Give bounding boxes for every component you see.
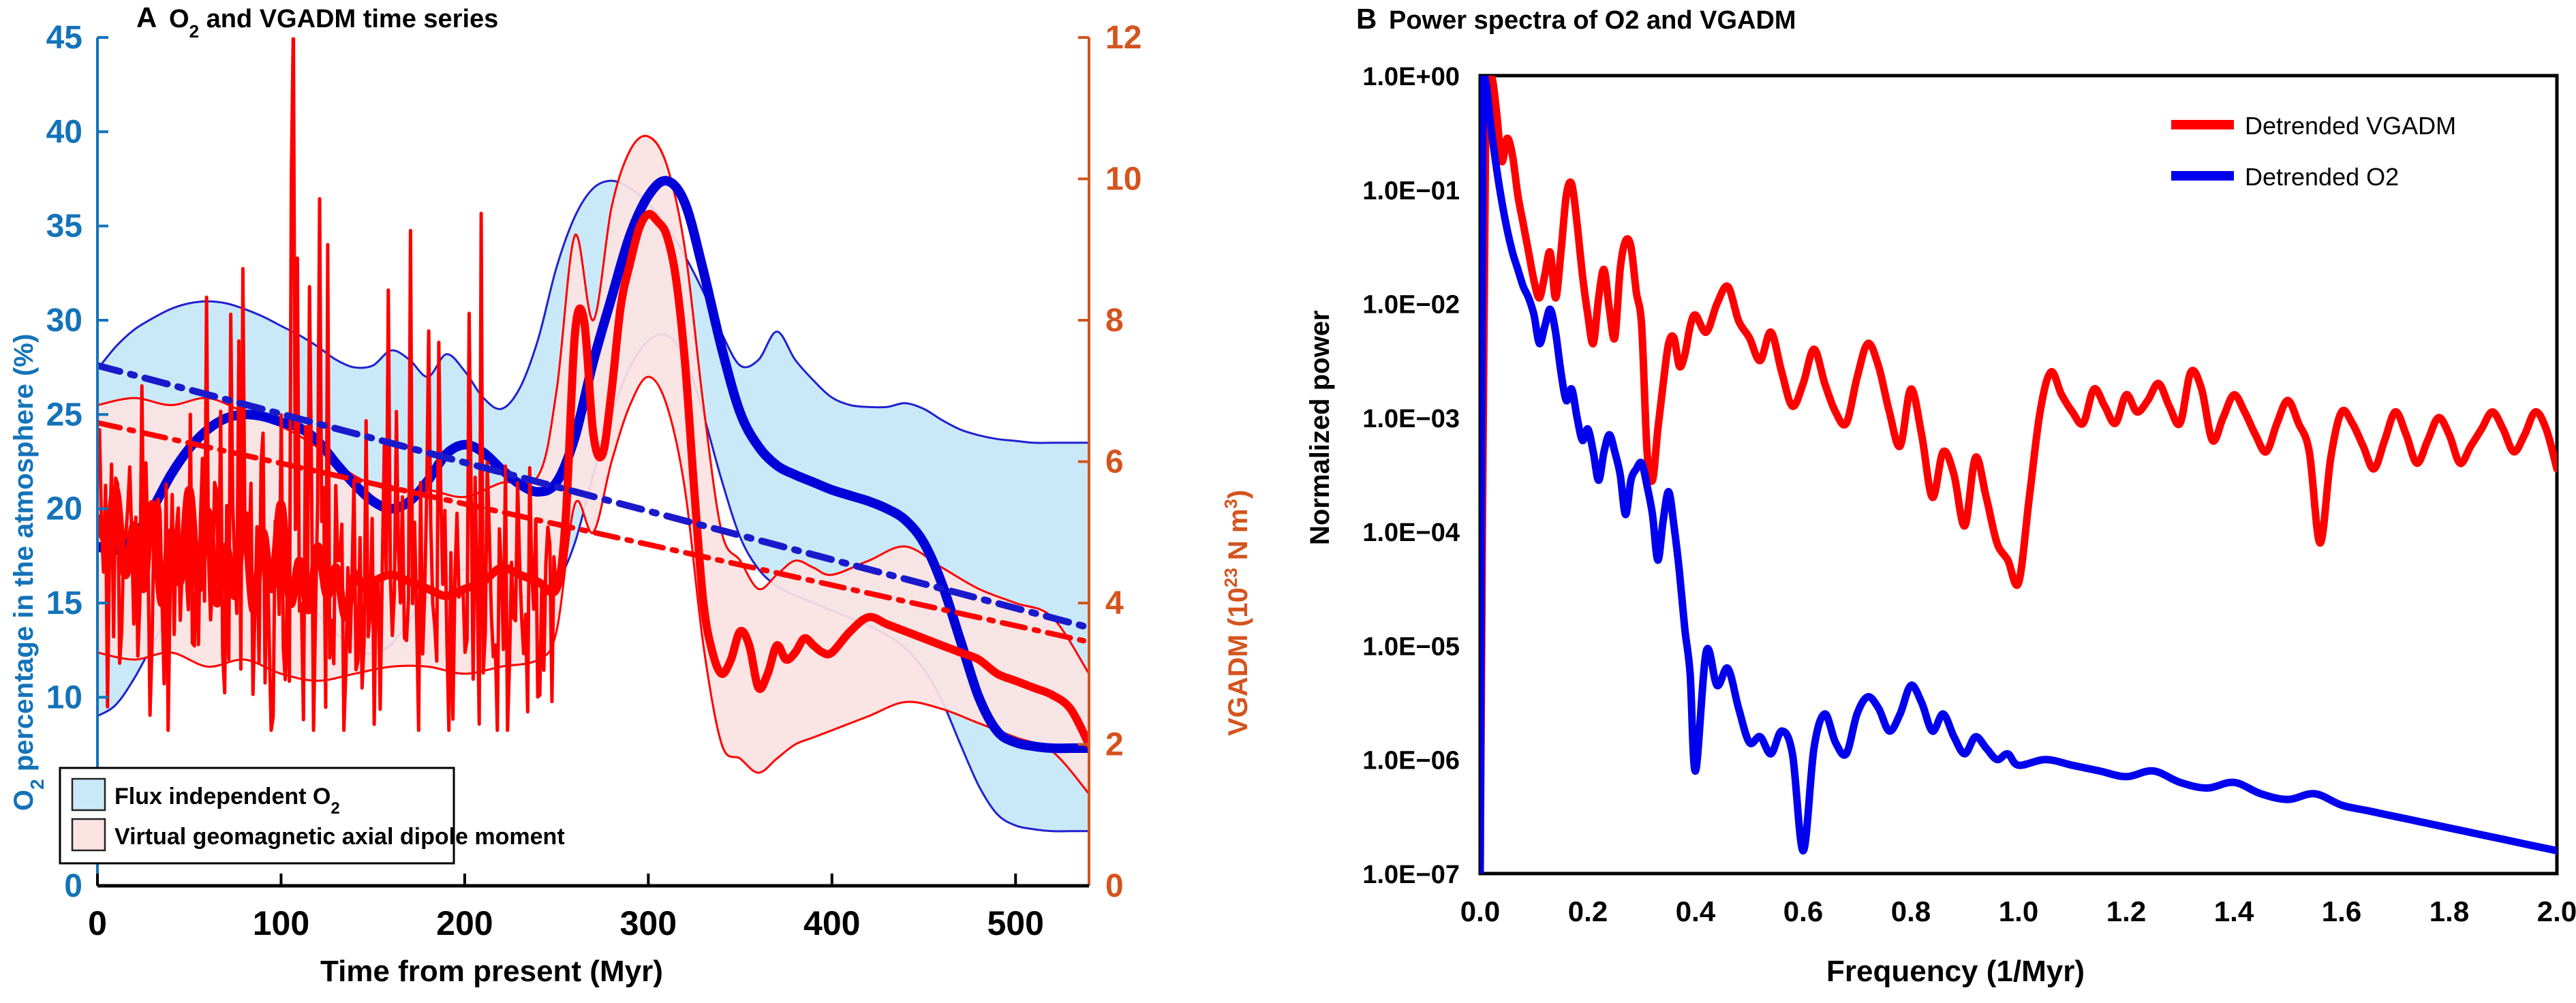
vgadm-mean-line (97, 210, 1089, 749)
legend-swatch-vgadm (71, 818, 106, 852)
panel-a-svg: A O2 and VGADM time series (9, 1, 1253, 988)
legend-label-detrended-o2: Detrended O2 (2245, 163, 2399, 191)
x-tick-label-b: 0.4 (1676, 895, 1716, 927)
y-axis-right-ticks: 0 2 4 6 8 10 12 (1078, 20, 1141, 904)
legend-box-a (59, 767, 455, 865)
x-tick-label-a: 0 (88, 904, 107, 942)
spectrum-o2-line (1480, 76, 2557, 874)
y-tick-label-right: 10 (1105, 161, 1141, 198)
y-tick-label-b: 1.0E−05 (1362, 632, 1460, 661)
x-tick-label-a: 500 (987, 904, 1044, 942)
x-tick-label-b: 1.0 (1999, 895, 2038, 927)
panel-a-legend: Flux independent O2 Virtual geomagnetic … (59, 767, 565, 865)
y-tick-label-left: 40 (46, 114, 82, 150)
o2-upper-bound-line (97, 179, 1089, 444)
y-tick-label-left: 45 (46, 20, 82, 56)
x-tick-label-b: 0.6 (1783, 895, 1823, 927)
panel-a-title: O2 and VGADM time series (169, 5, 498, 42)
x-axis-a-label: Time from present (Myr) (320, 955, 663, 988)
x-tick-label-b: 1.6 (2322, 895, 2361, 927)
y-tick-label-left: 20 (46, 491, 82, 527)
x-axis-a-ticks: 0 100 200 300 400 500 (88, 874, 1044, 942)
y-axis-b-ticks: 1.0E+00 1.0E−01 1.0E−02 1.0E−03 1.0E−04 1.0E−… (1362, 63, 1460, 889)
x-tick-label-a: 100 (253, 904, 309, 942)
x-axis-b-ticks: 0.0 0.2 0.4 0.6 0.8 1.0 1.2 1.4 1.6 1.8 2.0 (1460, 895, 2576, 927)
o2-mean-line (97, 176, 1089, 754)
panel-a-data (97, 37, 1089, 833)
y-axis-left-label: O2 percentage in the atmosphere (%) (9, 334, 48, 811)
panel-b-data (1480, 76, 2557, 874)
legend-label-vgadm: Virtual geomagnetic axial dipole moment (114, 824, 565, 850)
y-tick-label-b: 1.0E−01 (1362, 176, 1460, 205)
x-tick-label-b: 1.2 (2106, 895, 2146, 927)
y-tick-label-right: 2 (1105, 727, 1124, 763)
y-axis-right-label: VGADM (1023 N m3) (1221, 490, 1253, 736)
panel-b-legend: Detrended VGADM Detrended O2 (2171, 112, 2456, 191)
x-tick-label-b: 0.2 (1568, 895, 1608, 927)
panel-b-title: Power spectra of O2 and VGADM (1389, 6, 1796, 35)
legend-label-detrended-vgadm: Detrended VGADM (2245, 112, 2456, 140)
spectrum-vgadm-line (1480, 76, 2557, 874)
x-tick-label-b: 0.0 (1460, 895, 1500, 927)
y-tick-label-left: 35 (46, 209, 82, 245)
x-tick-label-b: 2.0 (2537, 895, 2576, 927)
vgadm-trend-line (97, 420, 1089, 645)
x-axis-b-label: Frequency (1/Myr) (1826, 955, 2085, 988)
panel-b-svg: B Power spectra of O2 and VGADM 1.0E+001… (1305, 3, 2576, 988)
x-tick-label-b: 1.8 (2429, 895, 2469, 927)
panel-b: B Power spectra of O2 and VGADM 1.0E+00 1… (1288, 0, 2576, 1003)
panel-a: A O2 and VGADM time series (9, 1, 1253, 988)
x-tick-label-b: 0.8 (1891, 895, 1931, 927)
y-tick-label-right: 12 (1105, 20, 1141, 56)
y-tick-label-left: 15 (46, 585, 82, 621)
y-tick-label-right: 6 (1105, 444, 1124, 480)
y-tick-label-left: 10 (46, 679, 82, 715)
y-tick-label-left: 25 (46, 397, 82, 433)
y-tick-label-right: 4 (1105, 585, 1124, 621)
y-tick-label-b: 1.0E+00 (1362, 63, 1460, 91)
vgadm-lower-bound-line (97, 375, 1089, 795)
panel-b-tag: B (1356, 3, 1377, 35)
plot-box-b (1478, 74, 2559, 876)
y-tick-label-left: 0 (64, 868, 82, 904)
o2-trend-line (97, 362, 1089, 631)
x-tick-label-a: 400 (803, 904, 860, 942)
x-tick-label-a: 200 (436, 904, 493, 942)
y-tick-label-b: 1.0E−03 (1362, 405, 1460, 433)
x-tick-label-a: 300 (620, 904, 677, 942)
y-axis-b-label: Normalized power (1305, 310, 1335, 545)
x-tick-label-b: 1.4 (2214, 895, 2254, 927)
y-tick-label-b: 1.0E−04 (1362, 519, 1460, 547)
legend-swatch-o2 (71, 777, 106, 812)
y-tick-label-right: 8 (1105, 303, 1124, 339)
panel-a-tag: A (136, 1, 157, 33)
legend-label-o2: Flux independent O2 (114, 784, 340, 818)
y-tick-label-right: 0 (1105, 868, 1124, 904)
y-tick-label-b: 1.0E−06 (1362, 747, 1460, 775)
y-tick-label-b: 1.0E−02 (1362, 291, 1460, 320)
y-tick-label-left: 30 (46, 303, 82, 339)
y-tick-label-b: 1.0E−07 (1362, 861, 1460, 889)
